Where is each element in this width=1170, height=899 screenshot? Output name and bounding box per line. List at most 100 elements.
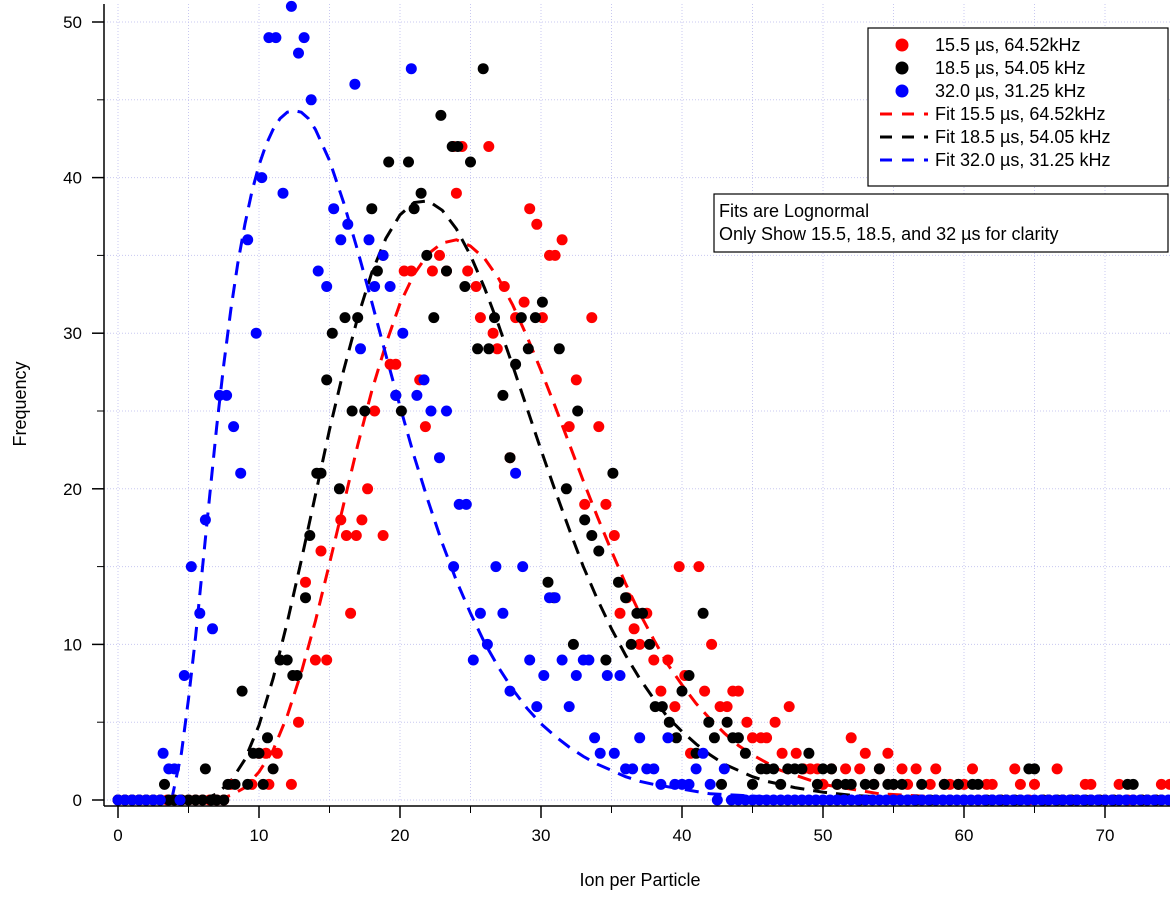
data-point xyxy=(897,763,908,774)
data-point xyxy=(293,717,304,728)
data-point xyxy=(613,577,624,588)
data-point xyxy=(586,312,597,323)
data-point xyxy=(169,763,180,774)
data-point xyxy=(419,374,430,385)
data-point xyxy=(703,717,714,728)
data-point xyxy=(292,670,303,681)
data-point xyxy=(179,670,190,681)
data-point xyxy=(770,717,781,728)
y-tick-label: 40 xyxy=(63,169,82,188)
data-point xyxy=(593,546,604,557)
data-point xyxy=(579,499,590,510)
data-point xyxy=(1085,779,1096,790)
data-point xyxy=(186,561,197,572)
x-axis-label: Ion per Particle xyxy=(579,870,700,890)
data-point xyxy=(327,328,338,339)
data-point xyxy=(390,359,401,370)
data-point xyxy=(1128,779,1139,790)
data-point xyxy=(510,359,521,370)
data-point xyxy=(321,655,332,666)
data-point xyxy=(286,1,297,12)
data-point xyxy=(709,732,720,743)
x-tick-label: 70 xyxy=(1096,826,1115,845)
data-point xyxy=(472,343,483,354)
data-point xyxy=(564,701,575,712)
data-point xyxy=(341,530,352,541)
data-point xyxy=(499,281,510,292)
data-point xyxy=(615,608,626,619)
data-point xyxy=(911,763,922,774)
data-point xyxy=(465,157,476,168)
data-point xyxy=(840,763,851,774)
data-point xyxy=(483,343,494,354)
data-point xyxy=(768,763,779,774)
data-point xyxy=(716,779,727,790)
data-point xyxy=(572,406,583,417)
data-point xyxy=(306,94,317,105)
data-point xyxy=(221,390,232,401)
data-point xyxy=(364,234,375,245)
data-point xyxy=(602,670,613,681)
data-point xyxy=(342,219,353,230)
data-point xyxy=(1052,763,1063,774)
data-point xyxy=(256,172,267,183)
data-point xyxy=(691,763,702,774)
data-point xyxy=(300,577,311,588)
x-tick-label: 20 xyxy=(391,826,410,845)
x-tick-label: 0 xyxy=(113,826,122,845)
data-point xyxy=(523,343,534,354)
data-point xyxy=(475,608,486,619)
data-point xyxy=(372,266,383,277)
data-point xyxy=(200,763,211,774)
data-point xyxy=(383,157,394,168)
data-point xyxy=(589,732,600,743)
data-point xyxy=(299,32,310,43)
y-tick-label: 30 xyxy=(63,324,82,343)
data-point xyxy=(230,779,241,790)
data-point xyxy=(313,266,324,277)
data-point xyxy=(677,686,688,697)
data-point xyxy=(615,670,626,681)
data-point xyxy=(557,655,568,666)
data-point xyxy=(459,281,470,292)
data-point xyxy=(607,468,618,479)
fit-curve xyxy=(203,201,1162,800)
data-point xyxy=(524,203,535,214)
data-point xyxy=(228,421,239,432)
data-point xyxy=(524,655,535,666)
data-point xyxy=(586,530,597,541)
data-point xyxy=(722,717,733,728)
data-point xyxy=(846,779,857,790)
data-point xyxy=(537,297,548,308)
data-point xyxy=(355,343,366,354)
x-tick-label: 60 xyxy=(955,826,974,845)
data-point xyxy=(939,779,950,790)
data-point xyxy=(270,32,281,43)
data-point xyxy=(519,297,530,308)
data-point xyxy=(175,795,186,806)
data-point xyxy=(272,748,283,759)
data-point xyxy=(293,48,304,59)
data-point xyxy=(600,499,611,510)
data-point xyxy=(550,592,561,603)
data-point xyxy=(627,763,638,774)
data-point xyxy=(741,717,752,728)
data-point xyxy=(158,748,169,759)
data-point xyxy=(310,655,321,666)
data-point xyxy=(568,639,579,650)
data-point xyxy=(662,732,673,743)
data-point xyxy=(351,530,362,541)
data-point xyxy=(435,110,446,121)
data-point xyxy=(349,79,360,90)
legend-marker xyxy=(896,39,909,52)
y-axis-label: Frequency xyxy=(10,361,30,446)
data-point xyxy=(1029,763,1040,774)
data-point xyxy=(448,561,459,572)
data-point xyxy=(242,779,253,790)
data-point xyxy=(669,701,680,712)
x-tick-label: 30 xyxy=(532,826,551,845)
data-point xyxy=(538,670,549,681)
data-point xyxy=(254,748,265,759)
